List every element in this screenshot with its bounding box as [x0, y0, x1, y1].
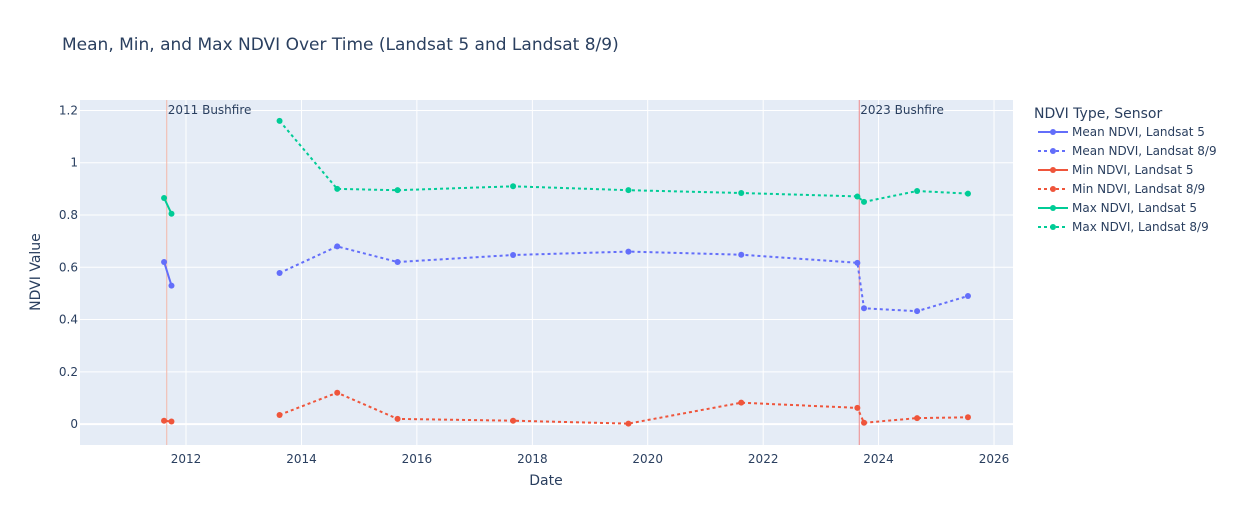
y-axis-title: NDVI Value [28, 233, 44, 311]
series-group [276, 117, 971, 205]
legend-item-label: Max NDVI, Landsat 8/9 [1072, 220, 1209, 234]
data-point [738, 190, 745, 197]
x-tick-label: 2026 [979, 452, 1010, 466]
legend-item-label: Mean NDVI, Landsat 8/9 [1072, 144, 1217, 158]
chart-title: Mean, Min, and Max NDVI Over Time (Lands… [62, 35, 619, 55]
data-point [334, 185, 341, 192]
data-point [161, 195, 168, 202]
series-group [161, 417, 175, 425]
event-annotation: 2023 Bushfire [860, 103, 944, 117]
x-tick-label: 2012 [171, 452, 202, 466]
data-point [334, 243, 341, 250]
x-tick-label: 2022 [748, 452, 779, 466]
x-tick-label: 2016 [402, 452, 433, 466]
legend-swatch-marker [1050, 224, 1056, 230]
y-tick-label: 1 [70, 156, 78, 170]
y-tick-label: 0 [70, 417, 78, 431]
legend-item-label: Mean NDVI, Landsat 5 [1072, 125, 1205, 139]
data-point [168, 418, 175, 425]
data-point [964, 293, 971, 300]
data-point [510, 183, 517, 190]
series-group [161, 195, 175, 217]
data-point [914, 187, 921, 194]
legend-swatch-marker [1050, 167, 1056, 173]
y-tick-label: 0.4 [59, 313, 78, 327]
y-tick-label: 0.8 [59, 208, 78, 222]
data-point [168, 210, 175, 217]
data-point [964, 414, 971, 421]
data-point [394, 187, 401, 194]
data-point [334, 389, 341, 396]
x-tick-label: 2014 [286, 452, 317, 466]
y-tick-label: 0.2 [59, 365, 78, 379]
legend-title: NDVI Type, Sensor [1034, 106, 1162, 122]
tick-labels: 2012 2014 2016 2018 2020 2022 2024 2026 0 0.2 0.4 0… [59, 103, 1009, 466]
legend: NDVI Type, Sensor Mean NDVI, Landsat 5 Me… [1034, 106, 1217, 234]
series-line [279, 391, 969, 425]
data-point [161, 417, 168, 424]
legend-item-label: Max NDVI, Landsat 5 [1072, 201, 1197, 215]
x-axis-title: Date [529, 473, 562, 489]
series-group [161, 259, 175, 289]
data-point [861, 198, 868, 205]
x-tick-label: 2018 [517, 452, 548, 466]
legend-item-label: Min NDVI, Landsat 5 [1072, 163, 1194, 177]
data-point [854, 259, 861, 266]
data-point [914, 308, 921, 315]
data-point [854, 193, 861, 200]
legend-swatch-marker [1050, 205, 1056, 211]
data-point [276, 117, 283, 124]
legend-swatch-marker [1050, 186, 1056, 192]
data-point [168, 282, 175, 289]
data-point [394, 259, 401, 266]
plot-area [80, 100, 1013, 445]
legend-swatch-marker [1050, 129, 1056, 135]
y-tick-label: 1.2 [59, 103, 78, 117]
y-tick-label: 0.6 [59, 260, 78, 274]
data-point [510, 417, 517, 424]
data-point [738, 251, 745, 258]
x-tick-label: 2020 [632, 452, 663, 466]
data-point [161, 259, 168, 266]
data-point [625, 420, 632, 427]
legend-swatch-marker [1050, 148, 1056, 154]
series-group [276, 243, 971, 315]
data-point [861, 305, 868, 312]
event-annotation: 2011 Bushfire [168, 103, 252, 117]
gridlines [80, 100, 1013, 445]
data-point [964, 190, 971, 197]
data-point [625, 187, 632, 194]
series-layer [161, 117, 971, 427]
data-point [276, 411, 283, 418]
x-tick-label: 2024 [863, 452, 894, 466]
series-line [163, 261, 173, 286]
data-point [276, 270, 283, 277]
data-point [394, 415, 401, 422]
data-point [854, 404, 861, 411]
data-point [625, 248, 632, 255]
data-point [861, 419, 868, 426]
data-point [510, 251, 517, 258]
data-point [738, 399, 745, 406]
data-point [914, 415, 921, 422]
legend-item-label: Min NDVI, Landsat 8/9 [1072, 182, 1205, 196]
series-group [276, 389, 971, 427]
